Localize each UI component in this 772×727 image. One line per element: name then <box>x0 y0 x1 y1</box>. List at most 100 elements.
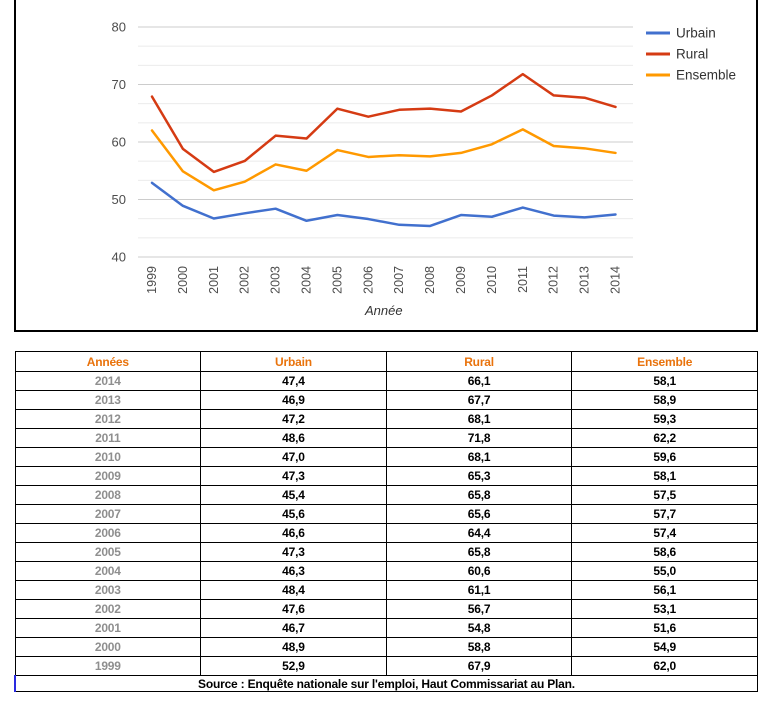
value-cell: 58,1 <box>571 466 758 486</box>
value-cell: 65,8 <box>385 485 573 505</box>
table-row: 1999 52,9 67,9 62,0 <box>14 656 758 676</box>
year-cell: 2008 <box>14 485 202 505</box>
value-cell: 67,9 <box>385 656 573 676</box>
table-header-row: Années Urbain Rural Ensemble <box>14 351 758 372</box>
table-row: 2000 48,9 58,8 54,9 <box>14 637 758 657</box>
series-line-urbain <box>150 181 617 228</box>
column-header-urbain: Urbain <box>200 351 387 372</box>
y-tick-label: 70 <box>112 77 126 92</box>
table-row: 2002 47,6 56,7 53,1 <box>14 599 758 619</box>
column-header-ann-es: Années <box>14 351 202 372</box>
value-cell: 55,0 <box>571 561 758 581</box>
value-cell: 47,3 <box>200 542 387 562</box>
line-chart: 40 50 60 70 80 1999 2000 2001 2002 2003 2004 2005 20… <box>112 20 737 319</box>
table-row: 2008 45,4 65,8 57,5 <box>14 485 758 505</box>
value-cell: 56,7 <box>385 599 573 619</box>
value-cell: 46,9 <box>200 390 387 410</box>
value-cell: 58,1 <box>571 371 758 391</box>
x-tick-label: 2009 <box>454 266 468 294</box>
source-note: Source : Enquête nationale sur l'emploi,… <box>14 675 758 692</box>
value-cell: 46,7 <box>200 618 387 638</box>
value-cell: 45,4 <box>200 485 387 505</box>
value-cell: 66,1 <box>385 371 573 391</box>
value-cell: 47,0 <box>200 447 387 467</box>
y-tick-label: 80 <box>112 20 126 35</box>
series-line-rural <box>150 72 617 174</box>
x-tick-label: 2006 <box>361 266 375 294</box>
table-row: 2001 46,7 54,8 51,6 <box>14 618 758 638</box>
x-tick-label: 2001 <box>207 266 221 294</box>
value-cell: 59,3 <box>571 409 758 429</box>
table-row: 2006 46,6 64,4 57,4 <box>14 523 758 543</box>
year-cell: 2007 <box>14 504 202 524</box>
value-cell: 65,6 <box>385 504 573 524</box>
year-cell: 2001 <box>14 618 202 638</box>
year-cell: 2005 <box>14 542 202 562</box>
table-source-row: Source : Enquête nationale sur l'emploi,… <box>14 675 758 692</box>
value-cell: 57,7 <box>571 504 758 524</box>
legend-label-urbain: Urbain <box>676 26 716 41</box>
x-tick-label: 2002 <box>238 266 252 294</box>
value-cell: 58,6 <box>571 542 758 562</box>
value-cell: 54,9 <box>571 637 758 657</box>
legend-label-ensemble: Ensemble <box>676 68 736 83</box>
value-cell: 48,4 <box>200 580 387 600</box>
value-cell: 57,5 <box>571 485 758 505</box>
value-cell: 56,1 <box>571 580 758 600</box>
table-row: 2003 48,4 61,1 56,1 <box>14 580 758 600</box>
year-cell: 2000 <box>14 637 202 657</box>
x-tick-label: 1999 <box>145 266 159 294</box>
x-tick-label: 2004 <box>300 266 314 294</box>
x-tick-label: 2011 <box>516 266 530 293</box>
value-cell: 52,9 <box>200 656 387 676</box>
value-cell: 62,2 <box>571 428 758 448</box>
value-cell: 46,3 <box>200 561 387 581</box>
value-cell: 47,2 <box>200 409 387 429</box>
value-cell: 57,4 <box>571 523 758 543</box>
value-cell: 46,6 <box>200 523 387 543</box>
year-cell: 2013 <box>14 390 202 410</box>
value-cell: 59,6 <box>571 447 758 467</box>
value-cell: 58,8 <box>385 637 573 657</box>
value-cell: 68,1 <box>385 409 573 429</box>
table-row: 2009 47,3 65,3 58,1 <box>14 466 758 486</box>
series-line-ensemble <box>150 128 617 192</box>
year-cell: 2003 <box>14 580 202 600</box>
table-row: 2011 48,6 71,8 62,2 <box>14 428 758 448</box>
table-row: 2013 46,9 67,7 58,9 <box>14 390 758 410</box>
table-row: 2014 47,4 66,1 58,1 <box>14 371 758 391</box>
year-cell: 2006 <box>14 523 202 543</box>
value-cell: 64,4 <box>385 523 573 543</box>
year-cell: 2002 <box>14 599 202 619</box>
value-cell: 62,0 <box>571 656 758 676</box>
value-cell: 48,6 <box>200 428 387 448</box>
value-cell: 71,8 <box>385 428 573 448</box>
y-tick-label: 60 <box>112 135 126 150</box>
x-tick-label: 2013 <box>578 266 592 294</box>
x-tick-label: 2005 <box>330 266 344 294</box>
year-cell: 1999 <box>14 656 202 676</box>
y-tick-label: 40 <box>112 250 126 265</box>
table-header: Années Urbain Rural Ensemble <box>14 351 758 372</box>
value-cell: 60,6 <box>385 561 573 581</box>
column-header-rural: Rural <box>385 351 573 372</box>
value-cell: 53,1 <box>571 599 758 619</box>
value-cell: 47,6 <box>200 599 387 619</box>
table-body: 2014 47,4 66,1 58,1 2013 46,9 67,7 58,9 2012 47,2… <box>14 371 758 676</box>
x-tick-label: 2014 <box>609 266 623 294</box>
x-tick-label: 2007 <box>392 266 406 294</box>
legend-label-rural: Rural <box>676 47 708 62</box>
year-cell: 2011 <box>14 428 202 448</box>
year-cell: 2004 <box>14 561 202 581</box>
column-header-ensemble: Ensemble <box>571 351 758 372</box>
x-axis-title: Année <box>364 303 403 318</box>
year-cell: 2012 <box>14 409 202 429</box>
value-cell: 47,3 <box>200 466 387 486</box>
data-table: Années Urbain Rural Ensemble 2014 47,4 66,1 58… <box>14 351 758 692</box>
value-cell: 65,8 <box>385 542 573 562</box>
x-tick-label: 2010 <box>485 266 499 294</box>
year-cell: 2010 <box>14 447 202 467</box>
table-row: 2004 46,3 60,6 55,0 <box>14 561 758 581</box>
value-cell: 51,6 <box>571 618 758 638</box>
year-cell: 2014 <box>14 371 202 391</box>
